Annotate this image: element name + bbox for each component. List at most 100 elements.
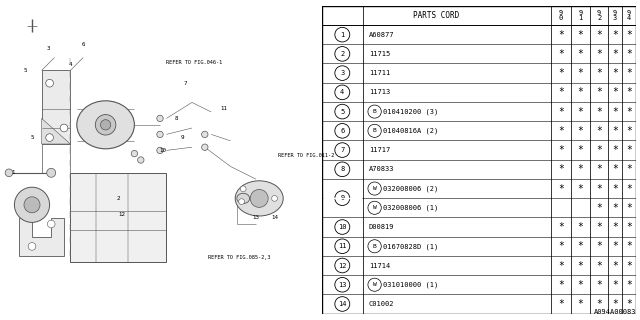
Circle shape <box>368 182 381 195</box>
Polygon shape <box>70 173 166 262</box>
Text: 11717: 11717 <box>369 147 390 153</box>
Text: *: * <box>558 222 564 232</box>
Circle shape <box>368 278 381 291</box>
Text: *: * <box>626 68 632 78</box>
Text: *: * <box>612 30 618 40</box>
Text: B: B <box>372 128 376 133</box>
Circle shape <box>335 239 350 253</box>
Polygon shape <box>42 118 70 144</box>
Circle shape <box>131 150 138 157</box>
Circle shape <box>157 131 163 138</box>
Text: *: * <box>596 164 602 174</box>
Text: *: * <box>558 280 564 290</box>
Circle shape <box>47 168 56 177</box>
Text: *: * <box>612 280 618 290</box>
Text: *: * <box>577 145 584 155</box>
Text: PARTS CORD: PARTS CORD <box>413 11 460 20</box>
Text: *: * <box>577 164 584 174</box>
Text: 031010000 (1): 031010000 (1) <box>383 282 438 288</box>
Circle shape <box>335 143 350 157</box>
Text: *: * <box>558 241 564 251</box>
Circle shape <box>46 134 54 141</box>
Text: *: * <box>596 30 602 40</box>
Text: *: * <box>596 126 602 136</box>
Text: *: * <box>558 260 564 270</box>
Text: *: * <box>577 107 584 116</box>
Text: *: * <box>577 299 584 309</box>
Polygon shape <box>42 70 70 144</box>
Circle shape <box>368 124 381 137</box>
Text: 6: 6 <box>81 42 85 47</box>
Text: W: W <box>372 282 376 287</box>
Text: 1: 1 <box>340 32 344 38</box>
Text: 4: 4 <box>68 61 72 67</box>
Text: 8: 8 <box>174 116 178 121</box>
Circle shape <box>335 104 350 119</box>
Text: W: W <box>372 186 376 191</box>
Circle shape <box>138 157 144 163</box>
Text: *: * <box>577 280 584 290</box>
Text: *: * <box>626 280 632 290</box>
Text: 13: 13 <box>253 215 259 220</box>
Circle shape <box>24 197 40 213</box>
Text: *: * <box>577 68 584 78</box>
Text: *: * <box>626 49 632 59</box>
Text: *: * <box>558 87 564 97</box>
Text: *: * <box>596 87 602 97</box>
Circle shape <box>335 162 350 177</box>
Text: *: * <box>577 184 584 194</box>
Text: 10: 10 <box>160 148 166 153</box>
Text: 7: 7 <box>184 81 188 86</box>
Text: *: * <box>596 184 602 194</box>
Circle shape <box>241 186 246 192</box>
Circle shape <box>335 47 350 61</box>
Circle shape <box>272 196 278 201</box>
Text: 11711: 11711 <box>369 70 390 76</box>
Text: REFER TO FIG.011-2: REFER TO FIG.011-2 <box>278 153 335 158</box>
Circle shape <box>28 243 36 250</box>
Ellipse shape <box>77 101 134 149</box>
Text: 11714: 11714 <box>369 262 390 268</box>
Text: *: * <box>612 260 618 270</box>
Circle shape <box>335 297 350 311</box>
Text: W: W <box>372 205 376 210</box>
Circle shape <box>368 201 381 214</box>
Text: *: * <box>558 299 564 309</box>
Text: 14: 14 <box>338 301 346 307</box>
Text: *: * <box>596 260 602 270</box>
Text: *: * <box>596 299 602 309</box>
Text: *: * <box>577 87 584 97</box>
Text: *: * <box>596 68 602 78</box>
Text: *: * <box>577 222 584 232</box>
Text: *: * <box>558 107 564 116</box>
Polygon shape <box>19 218 64 256</box>
Text: 9
1: 9 1 <box>579 10 582 21</box>
Circle shape <box>157 147 163 154</box>
Circle shape <box>95 115 116 135</box>
Text: 11: 11 <box>221 106 227 111</box>
Text: 6: 6 <box>340 128 344 134</box>
Circle shape <box>239 199 244 204</box>
Text: *: * <box>626 241 632 251</box>
Text: *: * <box>626 30 632 40</box>
Text: A094A00083: A094A00083 <box>595 309 637 315</box>
Text: *: * <box>596 241 602 251</box>
Text: *: * <box>626 222 632 232</box>
Text: 010410200 (3): 010410200 (3) <box>383 108 438 115</box>
Text: *: * <box>626 164 632 174</box>
Text: 01040816A (2): 01040816A (2) <box>383 128 438 134</box>
Circle shape <box>335 277 350 292</box>
Text: *: * <box>558 164 564 174</box>
Text: *: * <box>626 126 632 136</box>
Text: 9: 9 <box>340 195 344 201</box>
Circle shape <box>335 27 350 42</box>
Text: *: * <box>596 145 602 155</box>
Text: 11: 11 <box>338 243 346 249</box>
Text: *: * <box>577 49 584 59</box>
Text: *: * <box>626 203 632 213</box>
Text: *: * <box>596 222 602 232</box>
Text: 5: 5 <box>24 68 28 73</box>
Text: *: * <box>558 126 564 136</box>
Text: D00819: D00819 <box>369 224 394 230</box>
Text: 2: 2 <box>116 196 120 201</box>
